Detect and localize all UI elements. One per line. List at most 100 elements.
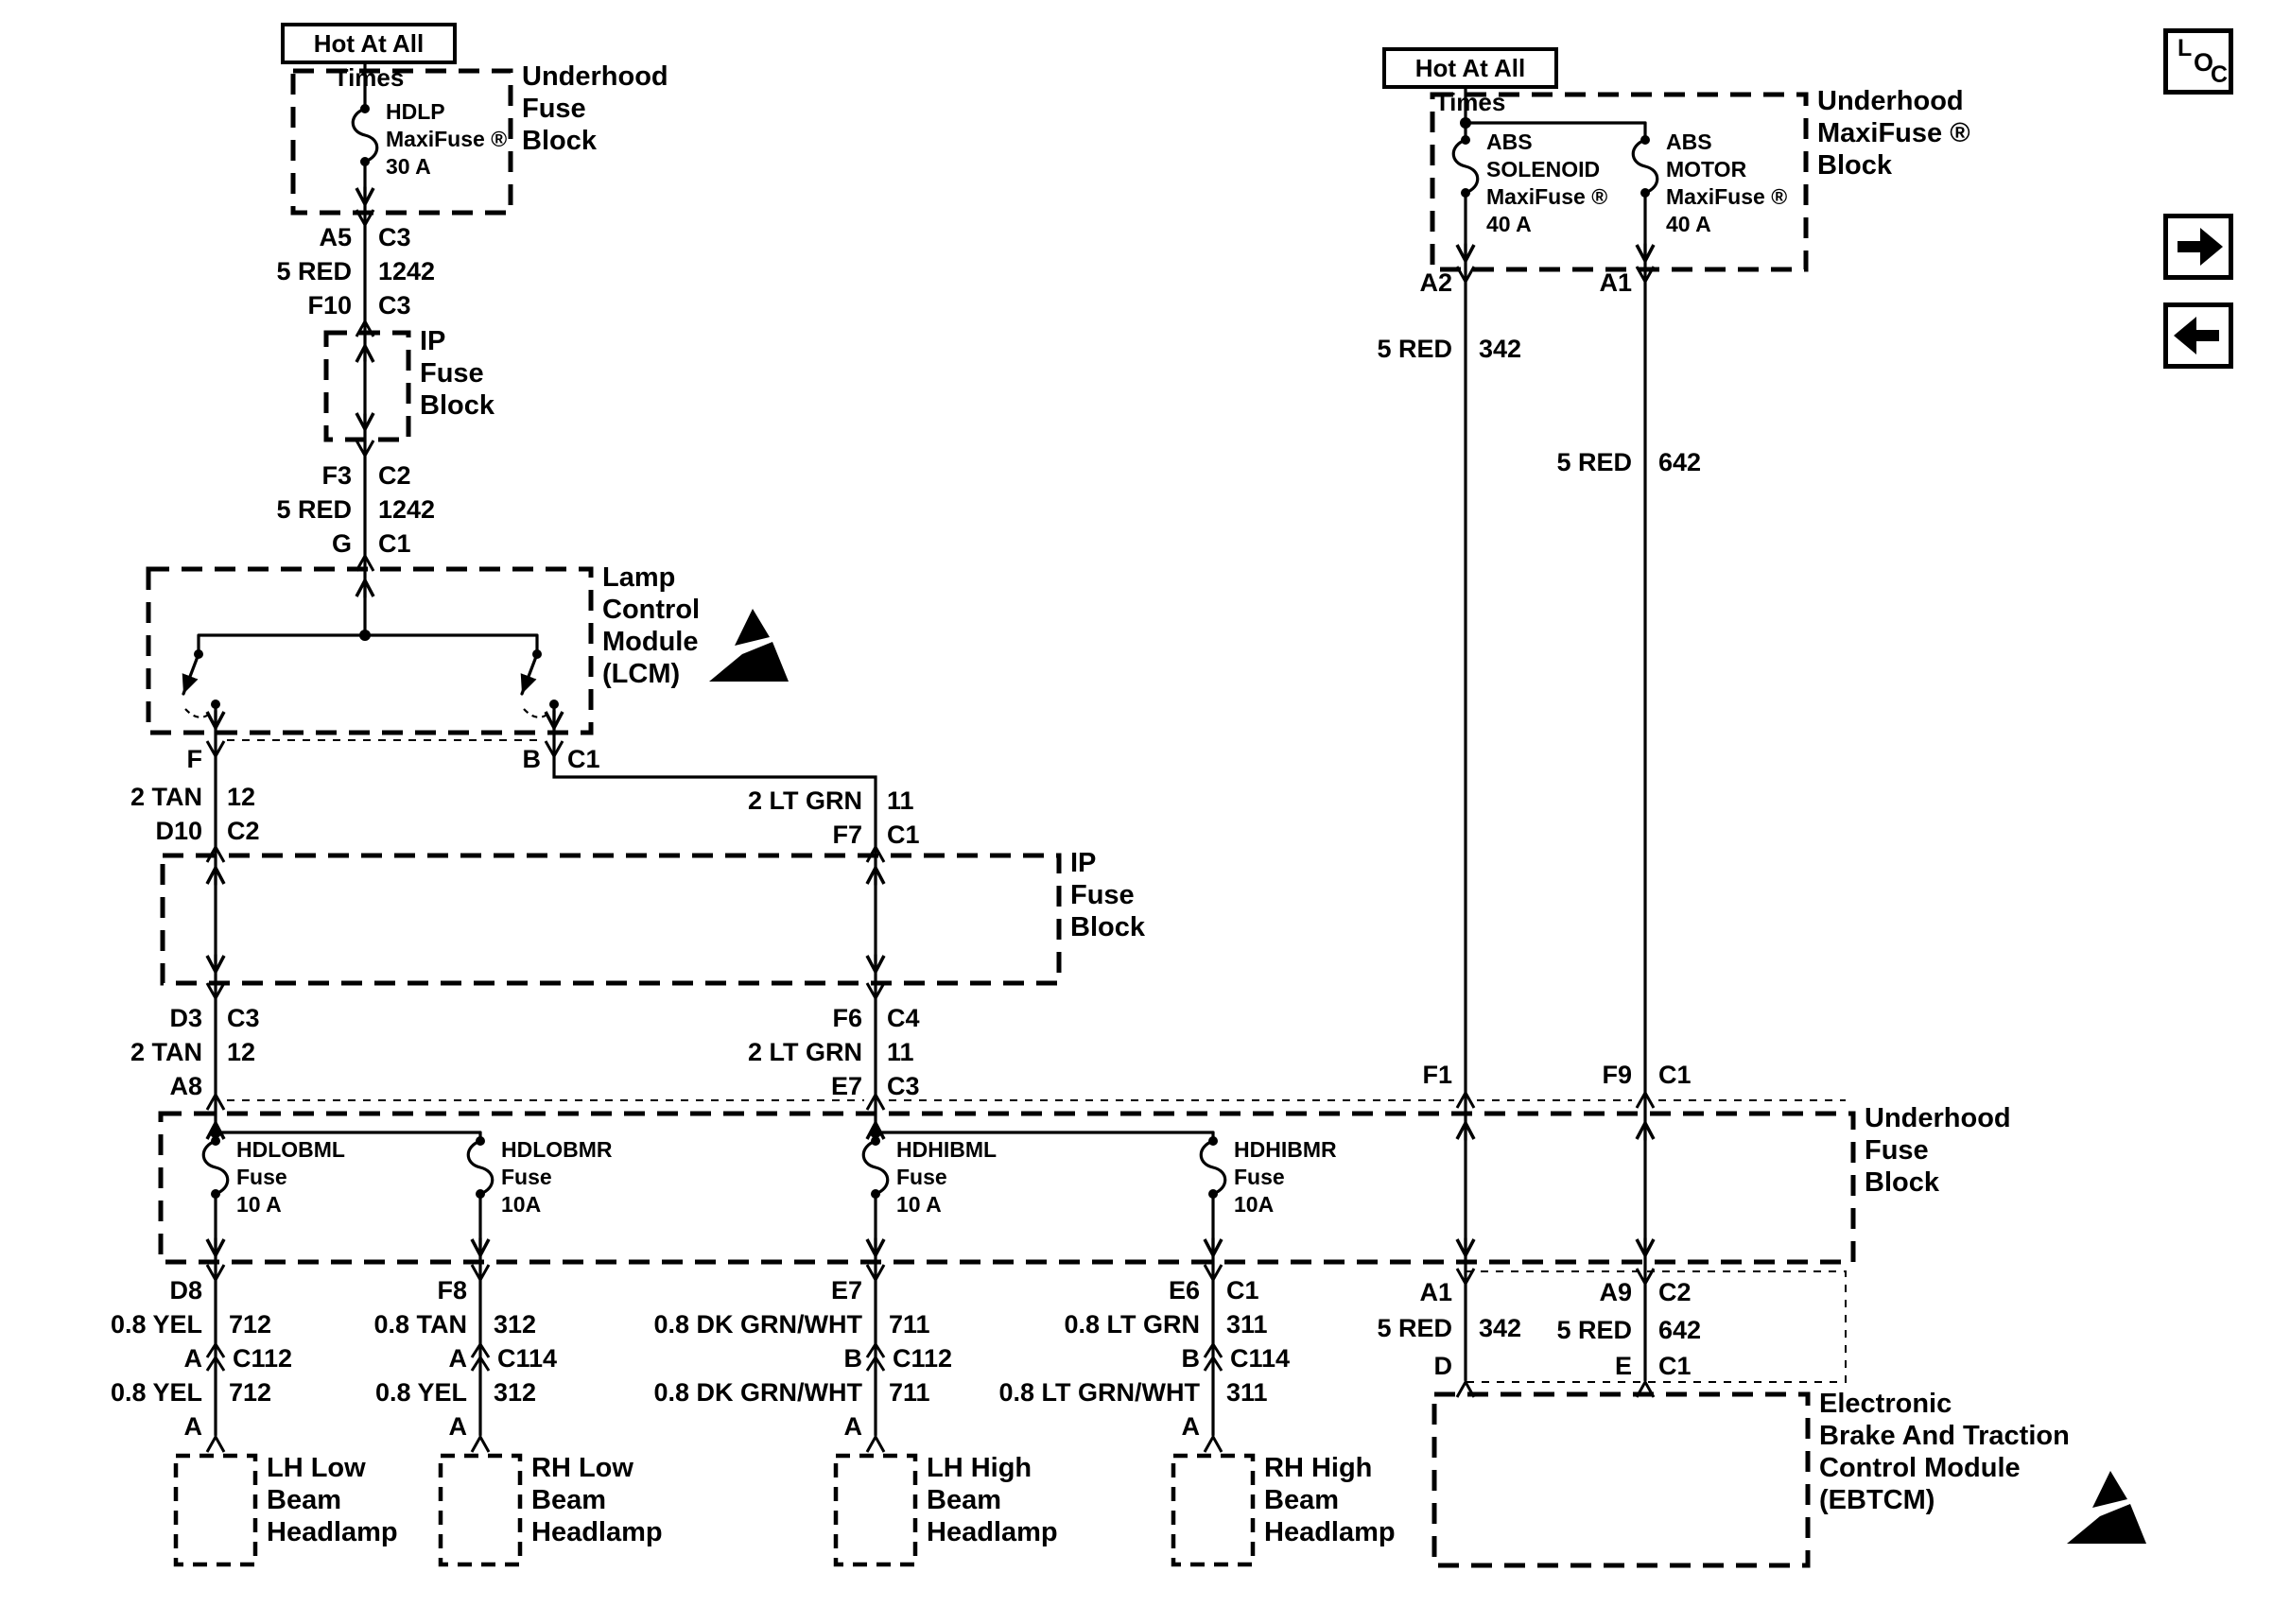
hdhibmr-fuse-symbol <box>1199 1139 1227 1196</box>
pin-label-f3: F3 <box>321 461 352 490</box>
previous-page-button[interactable] <box>2163 302 2233 369</box>
pin-label-a1: A1 <box>1419 1278 1452 1306</box>
lh-low-beam-headlamp-box <box>173 1453 258 1567</box>
pin-label-b: B <box>522 745 542 773</box>
wire-label-11: 11 <box>887 1038 914 1066</box>
underhood-fuse-block2-box <box>158 1111 1856 1265</box>
abs-motor-fuse-symbol <box>1631 138 1659 195</box>
wire-label: 0.8 YEL <box>374 1378 467 1407</box>
wire-label-312: 312 <box>494 1310 537 1339</box>
hdlobml-fuse-symbol <box>201 1139 230 1196</box>
ip-fuse-block1-box <box>323 330 411 442</box>
lcm-switches <box>182 649 559 718</box>
ip-fuse-block2-label: IP Fuse Block <box>1070 848 1145 942</box>
pin-label-e6: E6 <box>1168 1276 1200 1304</box>
conn-label-c2: C2 <box>1658 1278 1692 1306</box>
wire-label-312: 312 <box>494 1378 537 1407</box>
connector-brackets <box>205 209 1656 1453</box>
wire-label-1242: 1242 <box>378 257 436 285</box>
wire-label-712: 712 <box>229 1378 272 1407</box>
wire-label: 0.8 YEL <box>110 1310 202 1339</box>
conn-label-c1: C1 <box>567 745 600 773</box>
wire-label-2ltgrn: 2 LT GRN <box>748 1038 862 1066</box>
pin-label-f7: F7 <box>832 821 862 849</box>
underhood-maxifuse-block-label: Underhood MaxiFuse ® Block <box>1817 86 1970 181</box>
wire-low-beam-left <box>214 705 482 1437</box>
pin-label-d8: D8 <box>169 1276 202 1304</box>
esd-warning-icon <box>2067 1471 2146 1544</box>
wire-label-311: 311 <box>1226 1378 1268 1407</box>
wire-label-342: 342 <box>1479 335 1522 363</box>
pin-label-a8: A8 <box>169 1072 202 1100</box>
pin-label-a1: A1 <box>1599 268 1632 297</box>
pin-label-e7: E7 <box>830 1276 862 1304</box>
connector-dash-lines <box>227 739 1847 1383</box>
pin-label-d: D <box>1433 1352 1453 1380</box>
hdlp-fuse-symbol <box>351 107 379 164</box>
pin-label-a: A <box>183 1344 203 1373</box>
conn-label-c1: C1 <box>1658 1352 1692 1380</box>
pin-label-f8: F8 <box>437 1276 467 1304</box>
conn-label-c1: C1 <box>887 821 920 849</box>
wire-label-311: 311 <box>1226 1310 1268 1339</box>
wire-label: 0.8 YEL <box>110 1378 202 1407</box>
wire-label: 0.8 DK GRN/WHT <box>653 1378 862 1407</box>
conn-label-c112: C112 <box>233 1344 293 1373</box>
underhood-fuse-block-box <box>290 68 513 216</box>
right-arrow-icon <box>2178 228 2223 266</box>
wire-label-5red: 5 RED <box>1556 448 1632 476</box>
loc-letter-l: L <box>2178 35 2193 61</box>
hot-at-all-times-tag: Hot At All Times <box>281 23 457 92</box>
wire-label-642: 642 <box>1658 448 1702 476</box>
wire-label-2ltgrn: 2 LT GRN <box>748 786 862 815</box>
ip-fuse-block1-label: IP Fuse Block <box>420 326 495 421</box>
wire-label: 0.8 DK GRN/WHT <box>653 1310 862 1339</box>
pin-label-a2: A2 <box>1419 268 1452 297</box>
hot-at-all-times-tag: Hot At All Times <box>1382 47 1558 116</box>
lcm-switch-arc-left <box>184 708 213 718</box>
wire-label-5red: 5 RED <box>276 257 352 285</box>
pin-label-a9: A9 <box>1599 1278 1632 1306</box>
component-boxes <box>146 68 1856 1568</box>
wire-label-2tan: 2 TAN <box>130 1038 202 1066</box>
loc-letter-o: O <box>2194 48 2214 77</box>
loc-button[interactable]: L O C <box>2163 28 2233 95</box>
underhood-fuse-block-label: Underhood Fuse Block <box>522 61 668 156</box>
hdlobml-fuse-label: HDLOBML Fuse 10 A <box>236 1137 345 1217</box>
conn-label-c1: C1 <box>378 529 411 558</box>
rh-high-beam-headlamp-label: RH High Beam Headlamp <box>1264 1453 1396 1547</box>
lcm-switch-blade-left <box>182 652 200 696</box>
wire-label-5red: 5 RED <box>276 495 352 524</box>
wire-label-642: 642 <box>1658 1316 1702 1344</box>
pin-label-f: F <box>186 745 203 773</box>
pin-label-a: A <box>843 1412 863 1441</box>
abs-motor-fuse-label: ABS MOTOR MaxiFuse ® 40 A <box>1666 130 1788 236</box>
flow-arrows <box>205 185 1656 1259</box>
pin-label-a: A <box>448 1412 468 1441</box>
next-page-button[interactable] <box>2163 214 2233 280</box>
hdhibml-fuse-symbol <box>861 1139 890 1196</box>
pin-label-a: A <box>1181 1412 1201 1441</box>
rh-high-beam-headlamp-box <box>1171 1453 1256 1567</box>
conn-label-c4: C4 <box>887 1004 920 1032</box>
pin-label-e7: E7 <box>830 1072 862 1100</box>
wire-label-12: 12 <box>227 783 256 811</box>
pin-label-f10: F10 <box>307 291 352 320</box>
wire-label-2tan: 2 TAN <box>130 783 202 811</box>
rh-low-beam-headlamp-label: RH Low Beam Headlamp <box>531 1453 663 1547</box>
wire-abs-solenoid <box>1464 83 1647 1382</box>
lcm-switch-arc-right <box>523 708 551 718</box>
pin-label-a: A <box>183 1412 203 1441</box>
conn-label-c3: C3 <box>378 223 411 251</box>
conn-label-c3: C3 <box>378 291 411 320</box>
pin-label-b: B <box>1181 1344 1201 1373</box>
wire-label-711: 711 <box>889 1378 930 1407</box>
hdlobmr-fuse-label: HDLOBMR Fuse 10A <box>501 1137 613 1217</box>
lh-high-beam-headlamp-box <box>833 1453 918 1567</box>
abs-solenoid-fuse-symbol <box>1451 138 1480 195</box>
left-arrow-icon <box>2174 317 2219 354</box>
pin-label-f1: F1 <box>1422 1061 1452 1089</box>
wire-label-5red: 5 RED <box>1556 1316 1632 1344</box>
